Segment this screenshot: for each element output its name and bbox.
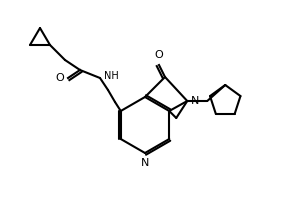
Text: O: O (154, 50, 164, 60)
Text: O: O (56, 73, 64, 83)
Text: N: N (191, 96, 200, 106)
Text: N: N (141, 158, 149, 168)
Text: NH: NH (104, 71, 119, 81)
